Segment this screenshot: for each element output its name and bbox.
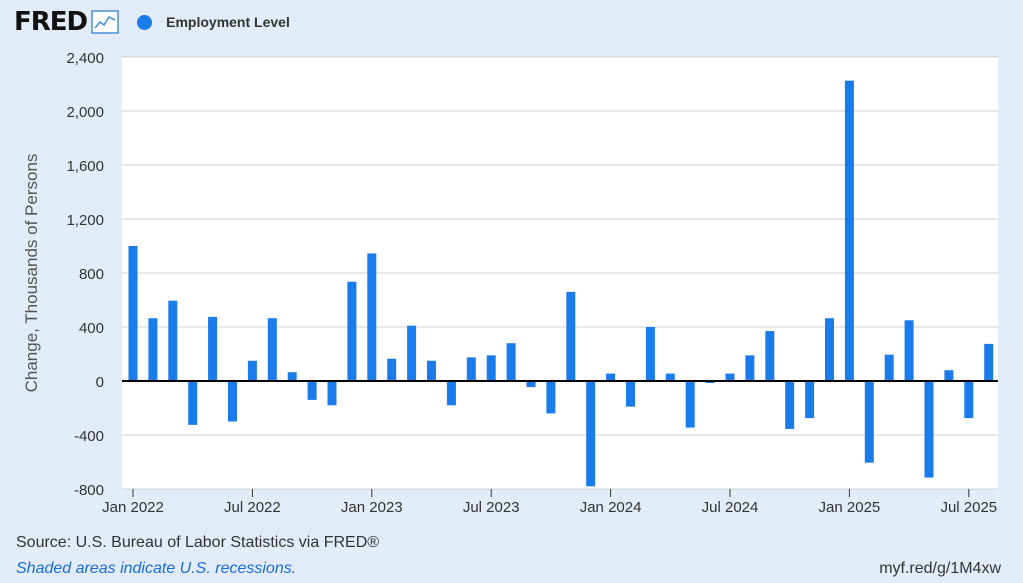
x-tick-label: Jan 2025 bbox=[819, 499, 881, 516]
fred-logo: FRED bbox=[14, 7, 88, 37]
y-axis-label: Change, Thousands of Persons bbox=[22, 154, 41, 393]
bar bbox=[387, 358, 397, 381]
y-tick-label: -800 bbox=[74, 482, 104, 499]
bar bbox=[944, 370, 954, 381]
bar bbox=[705, 381, 715, 384]
bar bbox=[208, 316, 218, 381]
bar bbox=[327, 381, 337, 406]
recession-note: Shaded areas indicate U.S. recessions. bbox=[16, 560, 297, 577]
chart-legend: Employment Level bbox=[137, 14, 290, 30]
x-axis: Jan 2022 Jul 2022 Jan 2023 Jul 2023 Jan 2024… bbox=[102, 489, 997, 516]
short-url[interactable]: myf.red/g/1M4xw bbox=[879, 560, 1001, 577]
bar bbox=[924, 381, 934, 478]
bar bbox=[347, 281, 357, 381]
bar bbox=[864, 381, 874, 463]
graph-icon bbox=[91, 10, 119, 34]
bar bbox=[287, 372, 297, 381]
bars bbox=[128, 80, 994, 487]
bar bbox=[964, 381, 974, 419]
x-tick-label: Jul 2024 bbox=[702, 499, 759, 516]
bar bbox=[267, 318, 277, 381]
bar bbox=[725, 373, 735, 381]
bar bbox=[407, 325, 417, 381]
bar bbox=[446, 381, 456, 406]
bar bbox=[566, 291, 576, 381]
bar bbox=[825, 318, 834, 381]
bar bbox=[367, 253, 377, 381]
bar bbox=[665, 373, 675, 381]
bar bbox=[188, 381, 198, 425]
bar bbox=[844, 80, 854, 381]
y-tick-label: 400 bbox=[79, 320, 104, 337]
chart-header: FRED Employment Level bbox=[14, 6, 290, 38]
source-text: Source: U.S. Bureau of Labor Statistics … bbox=[16, 534, 380, 551]
bar bbox=[546, 381, 556, 414]
x-tick-label: Jan 2023 bbox=[341, 499, 403, 516]
y-tick-label: 0 bbox=[96, 374, 104, 391]
y-tick-label: 2,400 bbox=[66, 50, 104, 67]
bar bbox=[128, 246, 138, 381]
bar bbox=[586, 381, 596, 487]
y-tick-label: 1,600 bbox=[66, 158, 104, 175]
y-tick-label: 2,000 bbox=[66, 104, 104, 121]
bar bbox=[427, 360, 436, 381]
bar bbox=[466, 357, 476, 381]
bar bbox=[785, 381, 795, 429]
bar bbox=[486, 355, 496, 381]
bar bbox=[307, 381, 317, 400]
y-tick-label: -400 bbox=[74, 428, 104, 445]
x-tick-label: Jan 2024 bbox=[580, 499, 642, 516]
legend-label: Employment Level bbox=[166, 14, 290, 30]
y-tick-label: 1,200 bbox=[66, 212, 104, 229]
bar bbox=[805, 381, 815, 419]
x-tick-label: Jul 2025 bbox=[940, 499, 997, 516]
bar bbox=[904, 320, 914, 381]
bar bbox=[645, 327, 655, 381]
bar bbox=[506, 343, 516, 381]
bar bbox=[685, 381, 695, 428]
bar-chart: -800 -400 0 400 800 1,200 1,600 2,000 2,400 Jan … bbox=[22, 50, 998, 516]
bar bbox=[228, 381, 237, 422]
bar bbox=[526, 381, 536, 388]
bar bbox=[148, 318, 158, 381]
x-tick-label: Jul 2023 bbox=[463, 499, 520, 516]
y-tick-label: 800 bbox=[79, 266, 104, 283]
bar bbox=[247, 360, 257, 381]
bar bbox=[626, 381, 635, 407]
x-tick-label: Jul 2022 bbox=[224, 499, 281, 516]
bar bbox=[765, 331, 775, 381]
bar bbox=[168, 300, 178, 381]
x-tick-label: Jan 2022 bbox=[102, 499, 164, 516]
bar bbox=[745, 355, 755, 381]
y-axis: -800 -400 0 400 800 1,200 1,600 2,000 2,400 bbox=[66, 50, 104, 499]
legend-marker bbox=[137, 14, 153, 30]
bar bbox=[606, 373, 616, 381]
bar bbox=[984, 343, 994, 381]
bar bbox=[884, 354, 894, 381]
